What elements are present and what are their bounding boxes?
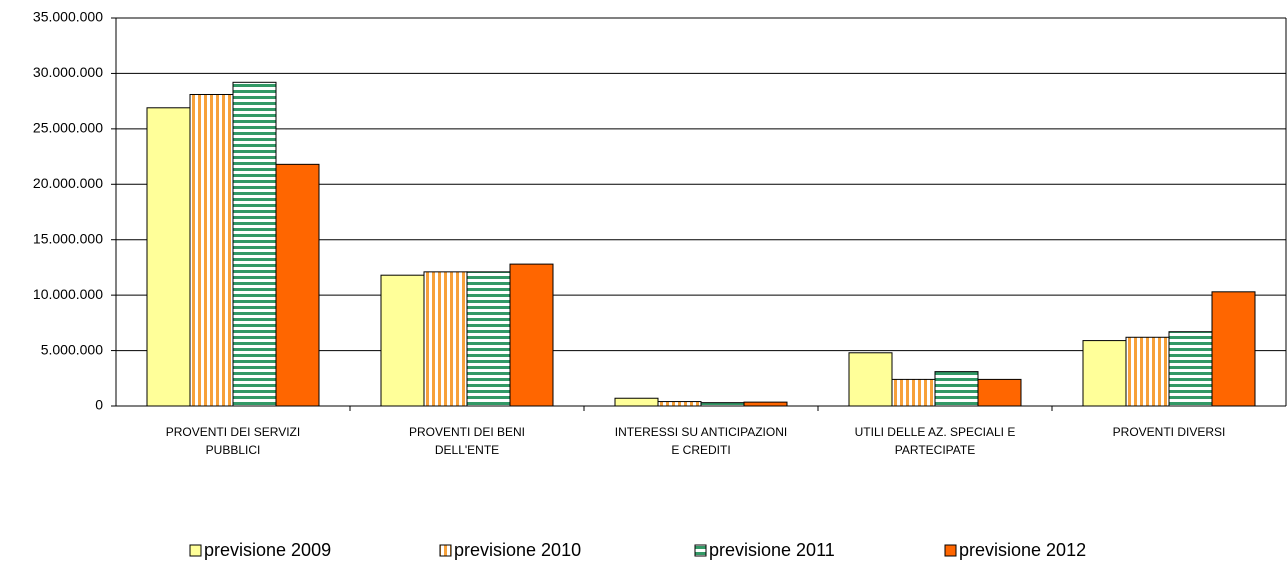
y-tick-label: 30.000.000 — [33, 64, 103, 80]
bar — [1168, 331, 1213, 407]
bar — [275, 163, 320, 407]
bar — [146, 107, 191, 407]
bar — [466, 271, 511, 407]
bar — [848, 352, 893, 407]
bar — [1082, 340, 1127, 407]
x-tick-label: UTILI DELLE AZ. SPECIALI E PARTECIPATE — [854, 425, 1016, 457]
x-tick-label: PROVENTI DIVERSI — [1112, 425, 1226, 439]
y-tick-label: 10.000.000 — [33, 286, 103, 302]
y-tick-label: 5.000.000 — [41, 341, 103, 357]
bar — [509, 263, 554, 407]
bar — [743, 401, 788, 407]
bar — [657, 401, 702, 407]
legend-swatch — [944, 544, 957, 557]
bar — [614, 397, 659, 407]
bar — [380, 274, 425, 407]
legend-label: previsione 2011 — [709, 540, 835, 560]
bar — [423, 271, 468, 407]
x-tick-label: PROVENTI DEI SERVIZI PUBBLICI — [165, 425, 301, 457]
x-tick-label: INTERESSI SU ANTICIPAZIONI E CREDITI — [614, 425, 788, 457]
x-tick-label: PROVENTI DEI BENI DELL'ENTE — [408, 425, 526, 457]
legend-label: previsione 2010 — [454, 540, 581, 560]
legend-label: previsione 2009 — [204, 540, 331, 560]
y-tick-label: 0 — [95, 397, 103, 413]
bar — [1211, 291, 1256, 407]
bar — [891, 378, 936, 407]
bar — [189, 93, 234, 407]
legend-swatch — [439, 544, 452, 557]
legend-swatch — [694, 544, 707, 557]
bar — [232, 81, 277, 407]
y-tick-label: 35.000.000 — [33, 9, 103, 25]
y-tick-label: 15.000.000 — [33, 230, 103, 246]
legend-swatch — [189, 544, 202, 557]
bar — [1125, 336, 1170, 407]
y-tick-label: 20.000.000 — [33, 175, 103, 191]
y-tick-label: 25.000.000 — [33, 120, 103, 136]
legend-label: previsione 2012 — [959, 540, 1086, 560]
bar — [977, 378, 1022, 407]
bar — [934, 371, 979, 407]
